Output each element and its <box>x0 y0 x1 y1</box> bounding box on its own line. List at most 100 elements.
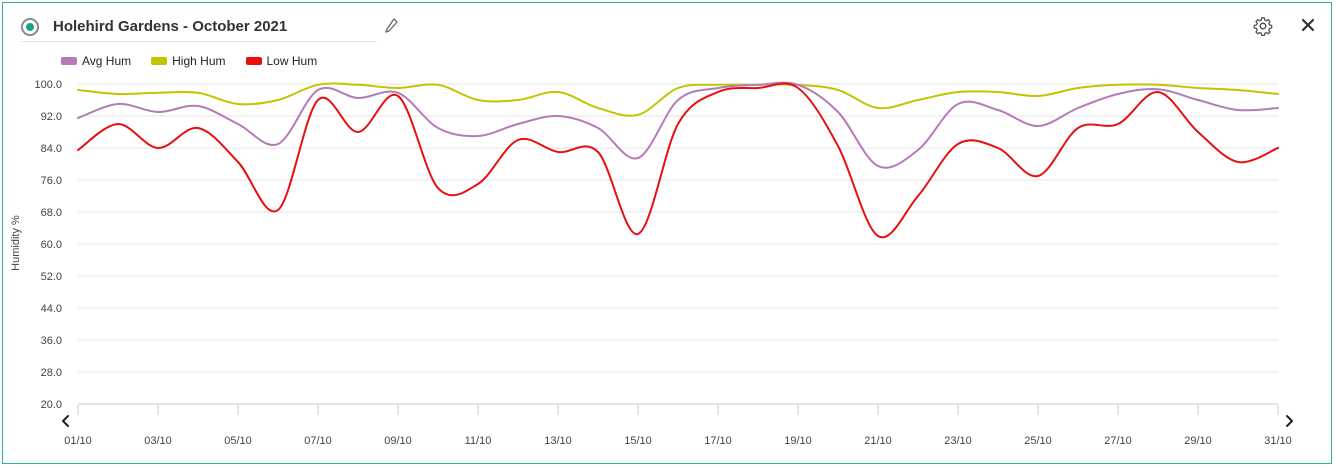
high-hum-point[interactable] <box>315 82 321 88</box>
high-hum-point[interactable] <box>555 89 561 95</box>
high-hum-point[interactable] <box>475 97 481 103</box>
high-hum-point[interactable] <box>595 105 601 111</box>
low-hum-point[interactable] <box>635 231 641 237</box>
avg-hum-point[interactable] <box>515 121 521 127</box>
avg-hum-point[interactable] <box>315 87 321 93</box>
low-hum-point[interactable] <box>395 93 401 99</box>
high-hum-point[interactable] <box>115 91 121 97</box>
low-hum-point[interactable] <box>675 121 681 127</box>
low-hum-point[interactable] <box>755 85 761 91</box>
avg-hum-point[interactable] <box>1115 91 1121 97</box>
y-tick-label: 100.0 <box>34 79 62 91</box>
low-hum-point[interactable] <box>515 137 521 143</box>
gear-icon[interactable] <box>1253 16 1273 36</box>
high-hum-point[interactable] <box>675 85 681 91</box>
pencil-icon[interactable] <box>383 17 399 35</box>
radio-icon[interactable] <box>21 18 39 36</box>
high-hum-point[interactable] <box>515 97 521 103</box>
avg-hum-point[interactable] <box>235 121 241 127</box>
low-hum-point[interactable] <box>155 145 161 151</box>
high-hum-point[interactable] <box>235 101 241 107</box>
high-hum-point[interactable] <box>995 89 1001 95</box>
chevron-right-icon[interactable] <box>1286 415 1293 427</box>
avg-hum-point[interactable] <box>115 101 121 107</box>
high-hum-point[interactable] <box>955 89 961 95</box>
high-hum-point[interactable] <box>155 90 161 96</box>
legend-item-low[interactable]: Low Hum <box>245 54 317 68</box>
avg-hum-point[interactable] <box>1235 107 1241 113</box>
avg-hum-point[interactable] <box>875 163 881 169</box>
high-hum-point[interactable] <box>1195 85 1201 91</box>
avg-hum-point[interactable] <box>355 95 361 101</box>
high-hum-point[interactable] <box>1275 91 1281 97</box>
low-hum-point[interactable] <box>1275 145 1281 151</box>
widget-title[interactable]: Holehird Gardens - October 2021 <box>53 18 288 35</box>
high-hum-point[interactable] <box>1075 85 1081 91</box>
low-hum-point[interactable] <box>995 145 1001 151</box>
low-hum-point[interactable] <box>875 233 881 239</box>
widget-title-field[interactable]: Holehird Gardens - October 2021 <box>21 15 377 42</box>
avg-hum-point[interactable] <box>195 103 201 109</box>
avg-hum-point[interactable] <box>635 155 641 161</box>
high-hum-line[interactable] <box>77 82 1279 117</box>
high-hum-point[interactable] <box>1235 87 1241 93</box>
avg-hum-point[interactable] <box>1195 97 1201 103</box>
low-hum-point[interactable] <box>1235 159 1241 165</box>
high-hum-point[interactable] <box>835 87 841 93</box>
avg-hum-point[interactable] <box>275 141 281 147</box>
avg-hum-point[interactable] <box>915 147 921 153</box>
high-hum-point[interactable] <box>275 97 281 103</box>
high-hum-point[interactable] <box>1035 93 1041 99</box>
avg-hum-point[interactable] <box>675 97 681 103</box>
low-hum-point[interactable] <box>115 121 121 127</box>
low-hum-point[interactable] <box>75 147 81 153</box>
low-hum-line[interactable] <box>77 82 1279 239</box>
avg-hum-point[interactable] <box>555 113 561 119</box>
low-hum-point[interactable] <box>915 193 921 199</box>
avg-hum-point[interactable] <box>835 109 841 115</box>
avg-hum-point[interactable] <box>595 125 601 131</box>
high-hum-point[interactable] <box>435 82 441 88</box>
high-hum-point[interactable] <box>195 90 201 96</box>
avg-hum-line[interactable] <box>77 81 1279 169</box>
low-hum-point[interactable] <box>795 85 801 91</box>
avg-hum-point[interactable] <box>435 125 441 131</box>
low-hum-point[interactable] <box>1035 173 1041 179</box>
high-hum-point[interactable] <box>1115 82 1121 88</box>
low-hum-point[interactable] <box>835 143 841 149</box>
legend-item-avg[interactable]: Avg Hum <box>61 54 131 68</box>
high-hum-point[interactable] <box>875 105 881 111</box>
low-hum-point[interactable] <box>1075 125 1081 131</box>
low-hum-point[interactable] <box>1195 129 1201 135</box>
high-hum-point[interactable] <box>355 82 361 88</box>
legend-item-high[interactable]: High Hum <box>151 54 226 68</box>
low-hum-point[interactable] <box>235 159 241 165</box>
avg-hum-point[interactable] <box>1275 105 1281 111</box>
low-hum-point[interactable] <box>1155 89 1161 95</box>
avg-hum-point[interactable] <box>1075 105 1081 111</box>
avg-hum-point[interactable] <box>995 107 1001 113</box>
low-hum-point[interactable] <box>315 97 321 103</box>
avg-hum-point[interactable] <box>75 115 81 121</box>
high-hum-point[interactable] <box>915 97 921 103</box>
high-hum-point[interactable] <box>75 87 81 93</box>
avg-hum-point[interactable] <box>955 101 961 107</box>
low-hum-point[interactable] <box>595 149 601 155</box>
avg-hum-point[interactable] <box>1035 123 1041 129</box>
low-hum-point[interactable] <box>1115 121 1121 127</box>
low-hum-point[interactable] <box>275 207 281 213</box>
y-tick-label: 20.0 <box>41 399 62 411</box>
low-hum-point[interactable] <box>715 89 721 95</box>
close-icon[interactable] <box>1300 17 1316 33</box>
low-hum-point[interactable] <box>475 181 481 187</box>
x-tick-label: 19/10 <box>784 435 812 447</box>
high-hum-point[interactable] <box>635 112 641 118</box>
avg-hum-point[interactable] <box>155 109 161 115</box>
low-hum-point[interactable] <box>555 149 561 155</box>
chevron-left-icon[interactable] <box>62 415 69 427</box>
low-hum-point[interactable] <box>955 141 961 147</box>
low-hum-point[interactable] <box>195 125 201 131</box>
avg-hum-point[interactable] <box>475 133 481 139</box>
low-hum-point[interactable] <box>355 129 361 135</box>
low-hum-point[interactable] <box>435 185 441 191</box>
